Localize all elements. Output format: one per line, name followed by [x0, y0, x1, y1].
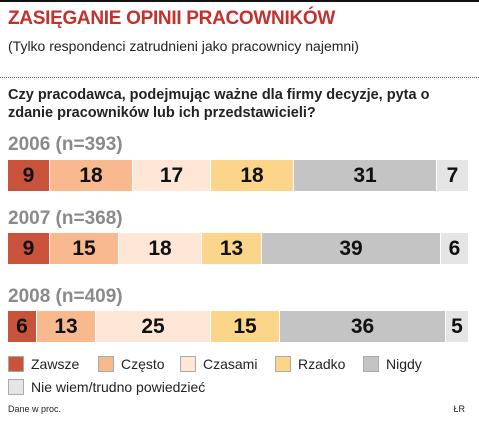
legend-item: Czasami	[180, 356, 257, 372]
legend-item: Często	[98, 356, 165, 372]
legend-label: Czasami	[203, 356, 258, 372]
bar-segment: 18	[118, 233, 201, 264]
bar-segment: 13	[36, 311, 95, 342]
bar-segment: 5	[445, 311, 468, 342]
survey-question: Czy pracodawca, podejmując ważne dla fir…	[8, 87, 430, 121]
top-rule	[0, 0, 479, 2]
bar-segment: 31	[293, 160, 436, 191]
bar-segment: 13	[201, 233, 261, 264]
chart-subtitle: (Tylko respondenci zatrudnieni jako prac…	[8, 38, 359, 54]
bar-segment: 25	[95, 311, 210, 342]
group-label: 2006 (n=393)	[8, 134, 123, 155]
stacked-bar: 9 15 18 13 39 6	[8, 233, 468, 264]
group-label: 2008 (n=409)	[8, 286, 123, 307]
divider	[0, 77, 479, 78]
bar-segment: 15	[210, 311, 279, 342]
legend-label: Zawsze	[31, 356, 80, 372]
credit: ŁR	[453, 404, 465, 414]
stacked-bar: 9 18 17 18 31 7	[8, 160, 468, 191]
legend-swatch	[180, 356, 196, 372]
bar-segment: 6	[8, 311, 36, 342]
legend-item: Nigdy	[363, 356, 422, 372]
legend-item: Nie wiem/trudno powiedzieć	[8, 379, 205, 395]
legend-item: Zawsze	[8, 356, 79, 372]
legend-label: Często	[121, 356, 165, 372]
bar-segment: 18	[49, 160, 132, 191]
legend-swatch	[363, 356, 379, 372]
bar-segment: 39	[261, 233, 440, 264]
legend-label: Rzadko	[298, 356, 346, 372]
bar-segment: 15	[49, 233, 118, 264]
legend-swatch	[98, 356, 114, 372]
group-label: 2007 (n=368)	[8, 208, 123, 229]
bar-segment: 7	[436, 160, 468, 191]
legend-swatch	[8, 356, 24, 372]
legend-item: Rzadko	[275, 356, 345, 372]
bar-segment: 18	[210, 160, 293, 191]
bar-segment: 36	[279, 311, 445, 342]
bar-segment: 6	[440, 233, 468, 264]
source-note: Dane w proc.	[8, 404, 62, 414]
bar-segment: 9	[8, 233, 49, 264]
bar-segment: 17	[132, 160, 210, 191]
stacked-bar: 6 13 25 15 36 5	[8, 311, 468, 342]
bar-segment: 9	[8, 160, 49, 191]
legend-label: Nie wiem/trudno powiedzieć	[31, 379, 206, 395]
chart-title: ZASIĘGANIE OPINII PRACOWNIKÓW	[8, 8, 335, 29]
legend-label: Nigdy	[386, 356, 422, 372]
legend-swatch	[8, 379, 24, 395]
legend-swatch	[275, 356, 291, 372]
